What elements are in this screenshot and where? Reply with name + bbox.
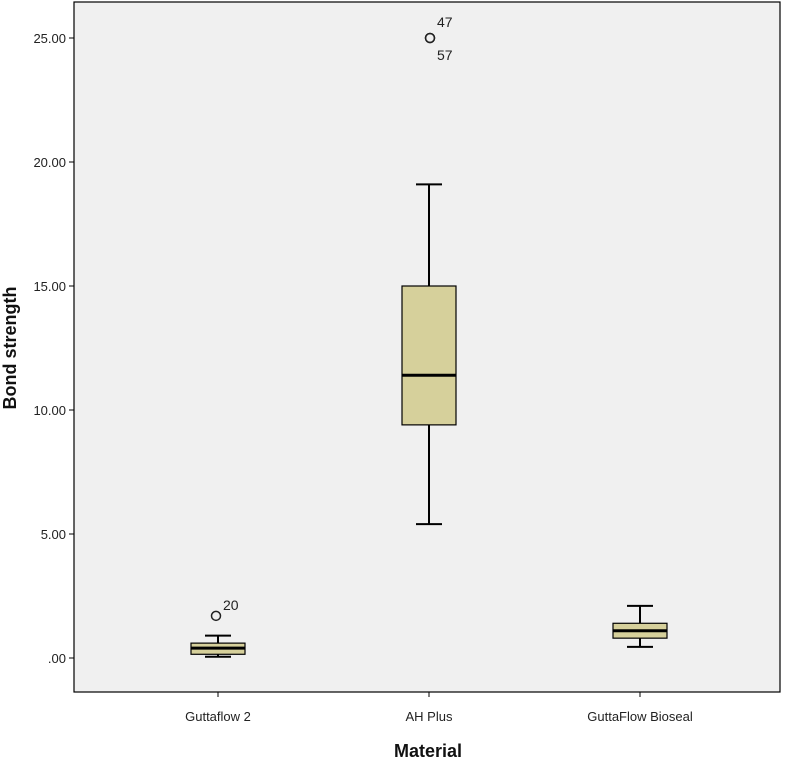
x-axis: Guttaflow 2 AH Plus GuttaFlow Bioseal — [185, 692, 693, 724]
x-tick-label: AH Plus — [406, 709, 453, 724]
outlier-label: 47 — [437, 14, 453, 30]
y-tick-label: 15.00 — [33, 279, 66, 294]
y-tick-label: 10.00 — [33, 403, 66, 418]
y-axis-title: Bond strength — [0, 287, 20, 410]
y-tick-label: 5.00 — [41, 527, 66, 542]
outlier-point — [210, 610, 222, 622]
outlier-point — [424, 32, 436, 44]
x-tick-label: GuttaFlow Bioseal — [587, 709, 693, 724]
iqr-box — [401, 285, 457, 426]
y-tick-label: .00 — [48, 651, 66, 666]
box-guttaflow-bioseal — [612, 604, 668, 648]
box-guttaflow-2: 20 — [190, 597, 246, 658]
boxes-group: 20 47 57 — [190, 14, 668, 658]
outlier-label: 20 — [223, 597, 239, 613]
y-axis: .00 5.00 10.00 15.00 20.00 25.00 — [33, 31, 74, 666]
outlier-label: 57 — [437, 47, 453, 63]
x-axis-title: Material — [394, 741, 462, 761]
x-tick-label: Guttaflow 2 — [185, 709, 251, 724]
y-tick-label: 20.00 — [33, 155, 66, 170]
y-tick-label: 25.00 — [33, 31, 66, 46]
box-ah-plus: 47 57 — [401, 14, 457, 526]
